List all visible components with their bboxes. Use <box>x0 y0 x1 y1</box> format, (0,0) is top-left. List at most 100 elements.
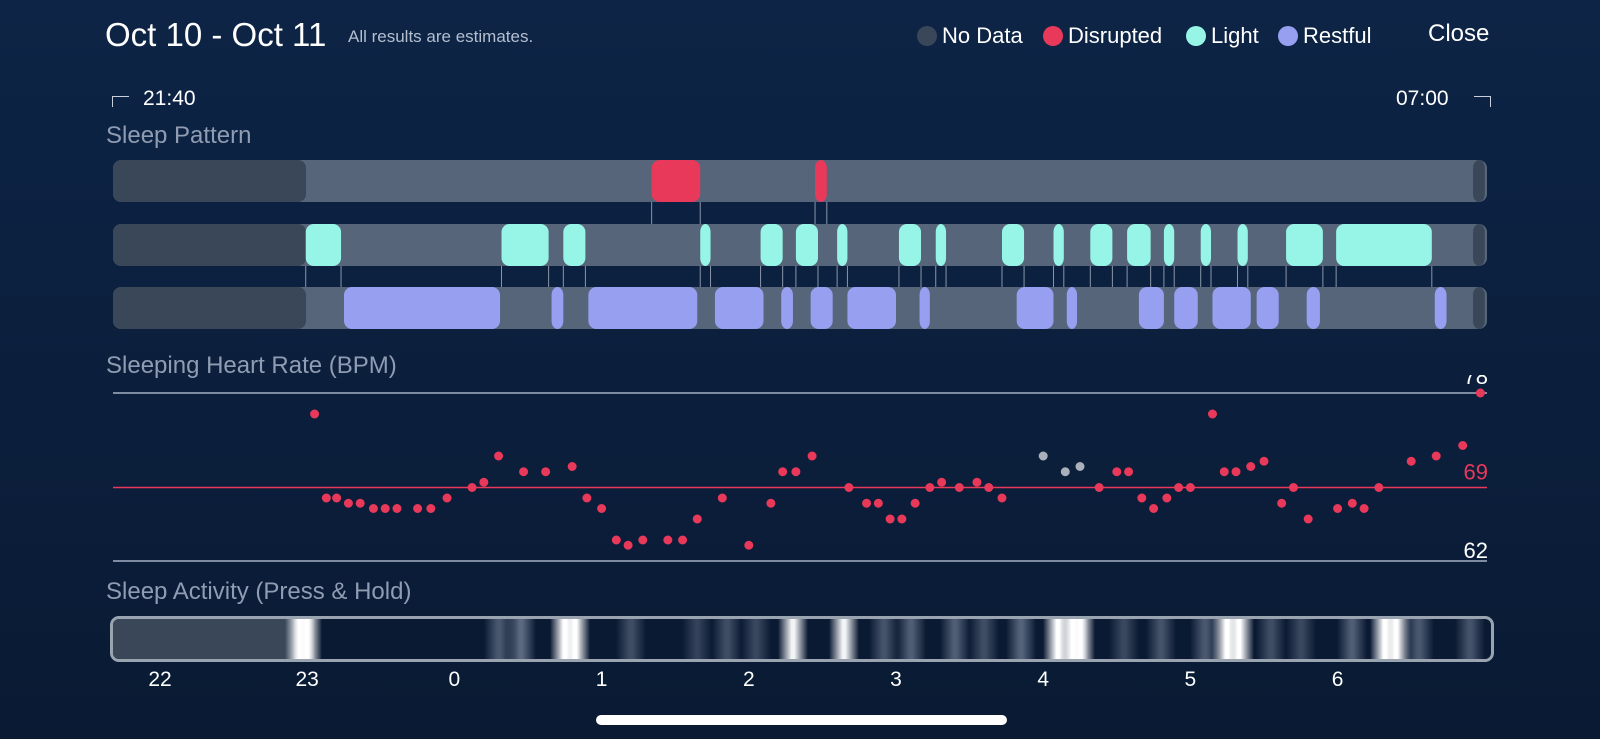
restful-segment <box>1138 287 1164 329</box>
end-bracket-icon <box>1474 96 1491 107</box>
hr-data-point <box>873 498 883 508</box>
activity-intensity-band <box>969 619 1000 659</box>
hr-data-point <box>937 477 947 487</box>
hour-tick-label: 1 <box>595 668 608 691</box>
hr-no-data-point <box>1060 467 1070 477</box>
hr-data-point <box>623 540 633 550</box>
legend-label: Disrupted <box>1068 23 1163 48</box>
hour-tick-label: 6 <box>1331 668 1344 691</box>
hr-data-point <box>1219 467 1229 477</box>
hr-data-point <box>1094 483 1104 492</box>
activity-intensity-band <box>939 619 970 659</box>
restful-segment <box>588 287 698 329</box>
light-segment <box>760 224 783 266</box>
hr-data-point <box>567 462 577 471</box>
activity-no-data-region <box>113 619 305 659</box>
hr-data-point <box>1458 441 1468 450</box>
hr-data-point <box>791 467 801 477</box>
light-segment <box>1053 224 1064 266</box>
close-button[interactable]: Close <box>1428 20 1490 47</box>
hr-data-point <box>1149 504 1159 513</box>
activity-intensity-band <box>1109 619 1140 659</box>
restful-segment <box>1212 287 1251 329</box>
restful-segment <box>1016 287 1054 329</box>
legend-light: Light <box>1186 22 1259 50</box>
disrupted-swatch-icon <box>1043 26 1063 46</box>
activity-intensity-band <box>829 619 860 659</box>
pattern-no-data-segment <box>1473 160 1485 202</box>
light-segment <box>1090 224 1113 266</box>
light-segment <box>1286 224 1323 266</box>
hr-min-label: 62 <box>1464 538 1488 563</box>
hr-data-point <box>997 493 1007 503</box>
activity-intensity-band <box>777 619 808 659</box>
light-segment <box>700 224 711 266</box>
hr-data-point <box>467 483 477 492</box>
activity-intensity-band <box>505 619 536 659</box>
hr-data-point <box>638 535 648 545</box>
pattern-no-data-segment <box>113 287 307 329</box>
hr-no-data-point <box>1075 462 1085 471</box>
light-segment <box>1237 224 1248 266</box>
sleep-activity-bar[interactable] <box>110 616 1494 662</box>
activity-intensity-band <box>682 619 713 659</box>
activity-intensity-band <box>1256 619 1287 659</box>
hr-data-point <box>541 467 551 477</box>
hr-data-point <box>663 535 673 545</box>
hr-data-point <box>582 493 592 503</box>
hr-data-point <box>1277 498 1287 508</box>
hr-data-point <box>1124 467 1134 477</box>
hr-data-point <box>1207 409 1217 419</box>
hr-data-point <box>1359 504 1369 513</box>
hr-data-point <box>862 498 872 508</box>
hr-data-point <box>807 451 817 461</box>
estimates-disclaimer: All results are estimates. <box>348 27 534 46</box>
hr-data-point <box>597 504 607 513</box>
hr-data-point <box>1231 467 1241 477</box>
hr-data-point <box>413 504 423 513</box>
sleep-pattern-chart[interactable] <box>0 150 1600 340</box>
hr-data-point <box>766 498 776 508</box>
activity-intensity-band <box>1006 619 1037 659</box>
hr-data-point <box>897 514 907 524</box>
legend-label: No Data <box>942 23 1023 48</box>
hr-data-point <box>1259 456 1269 466</box>
activity-intensity-band <box>1403 619 1434 659</box>
hr-data-point <box>494 451 504 461</box>
light-segment <box>1163 224 1175 266</box>
hr-data-point <box>368 504 378 513</box>
hr-data-point <box>984 483 994 492</box>
restful-segment <box>551 287 564 329</box>
hr-data-point <box>954 483 964 492</box>
home-indicator[interactable] <box>596 715 1007 725</box>
hour-tick-label: 3 <box>890 668 902 691</box>
restful-segment <box>1066 287 1078 329</box>
restful-segment <box>781 287 793 329</box>
hr-data-point <box>355 498 365 508</box>
hr-data-point <box>1374 483 1384 492</box>
hr-data-point <box>778 467 788 477</box>
light-segment <box>795 224 818 266</box>
hr-avg-label: 69 <box>1464 460 1488 485</box>
no-data-swatch-icon <box>917 26 937 46</box>
restful-swatch-icon <box>1278 26 1298 46</box>
pattern-no-data-segment <box>1473 287 1485 329</box>
disrupted-segment <box>815 160 827 202</box>
light-segment <box>898 224 922 266</box>
activity-intensity-band <box>1285 619 1316 659</box>
light-swatch-icon <box>1186 26 1206 46</box>
restful-segment <box>847 287 896 329</box>
heart-rate-chart: 78 69 62 <box>113 375 1488 563</box>
hour-tick-label: 22 <box>148 668 172 691</box>
restful-segment <box>714 287 764 329</box>
hr-data-point <box>744 540 754 550</box>
hr-max-label: 78 <box>1464 375 1488 389</box>
activity-intensity-band <box>1065 619 1095 659</box>
hr-data-point <box>1185 483 1195 492</box>
heart-rate-title: Sleeping Heart Rate (BPM) <box>106 352 397 379</box>
activity-intensity-band <box>1455 619 1486 659</box>
hr-data-point <box>910 498 920 508</box>
hr-data-point <box>479 477 489 487</box>
light-segment <box>563 224 586 266</box>
start-time: 21:40 <box>143 87 196 110</box>
